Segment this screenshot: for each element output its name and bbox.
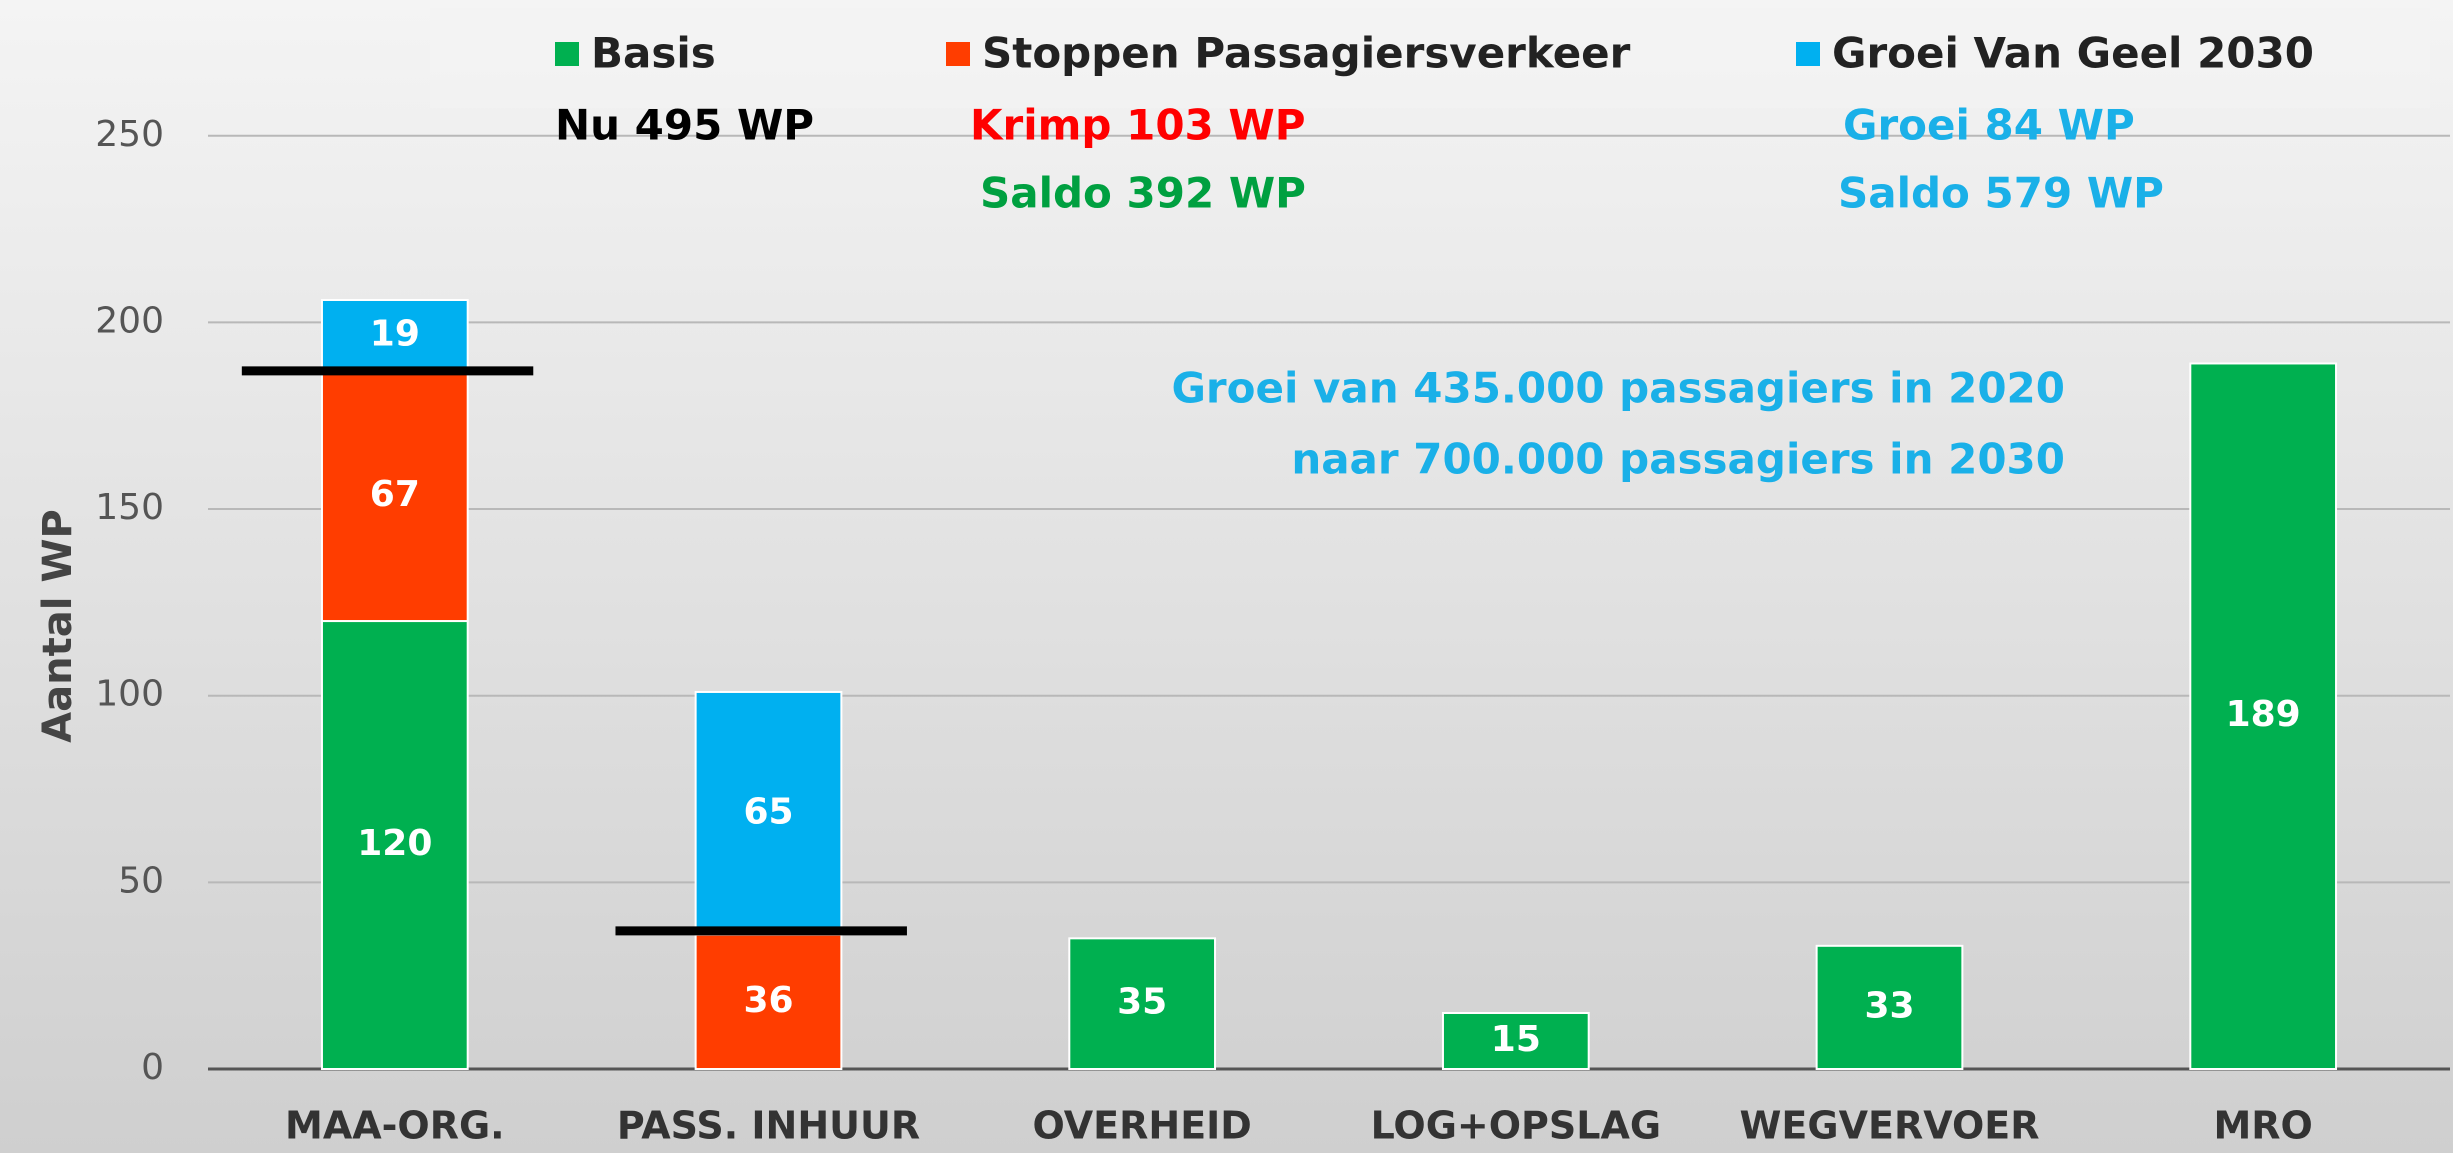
annotation: Krimp 103 WP	[970, 101, 1306, 150]
annotation: Groei 84 WP	[1843, 101, 2135, 150]
legend-label: Basis	[591, 29, 716, 78]
value-label: 33	[1864, 985, 1914, 1026]
bar-segment	[320, 620, 469, 1070]
annotation: Groei van 435.000 passagiers in 2020	[1171, 364, 2065, 413]
annotation: naar 700.000 passagiers in 2030	[1291, 435, 2065, 484]
bar-segment	[1441, 1012, 1590, 1071]
y-tick-label: 250	[95, 114, 164, 155]
y-tick-label: 50	[118, 860, 164, 901]
legend-label: Groei Van Geel 2030	[1832, 29, 2314, 78]
y-tick-label: 200	[95, 300, 164, 341]
x-tick-label: PASS. INHUUR	[617, 1104, 920, 1148]
legend-label: Stoppen Passagiersverkeer	[982, 29, 1631, 78]
legend-swatch	[1796, 42, 1820, 66]
annotation: Saldo 579 WP	[1838, 169, 2164, 218]
x-tick-label: LOG+OPSLAG	[1371, 1104, 1662, 1148]
value-label: 120	[357, 823, 432, 864]
bar-segment	[2189, 362, 2338, 1070]
bar-segment	[1068, 937, 1217, 1070]
value-label: 15	[1491, 1019, 1541, 1060]
value-label: 19	[370, 313, 420, 354]
y-axis-label: Aantal WP	[35, 509, 81, 743]
bar-segment	[1815, 944, 1964, 1070]
bar-segment	[694, 933, 843, 1070]
annotation: Saldo 392 WP	[980, 169, 1306, 218]
y-tick-label: 100	[95, 674, 164, 715]
y-tick-label: 150	[95, 487, 164, 528]
value-label: 36	[743, 980, 793, 1021]
value-label: 65	[743, 791, 793, 832]
x-tick-label: MAA-ORG.	[285, 1104, 505, 1148]
value-label: 67	[370, 474, 420, 515]
legend-swatch	[555, 42, 579, 66]
x-tick-label: MRO	[2213, 1104, 2312, 1148]
legend-swatch	[946, 42, 970, 66]
y-tick-label: 0	[141, 1047, 164, 1088]
x-tick-label: WEGVERVOER	[1740, 1104, 2040, 1148]
x-tick-label: OVERHEID	[1032, 1104, 1251, 1148]
value-label: 35	[1117, 982, 1167, 1023]
annotation: Nu 495 WP	[555, 101, 814, 150]
bar-segment	[320, 369, 469, 623]
bar-segment	[694, 690, 843, 936]
value-label: 189	[2226, 694, 2301, 735]
legend-box	[430, 8, 2430, 108]
